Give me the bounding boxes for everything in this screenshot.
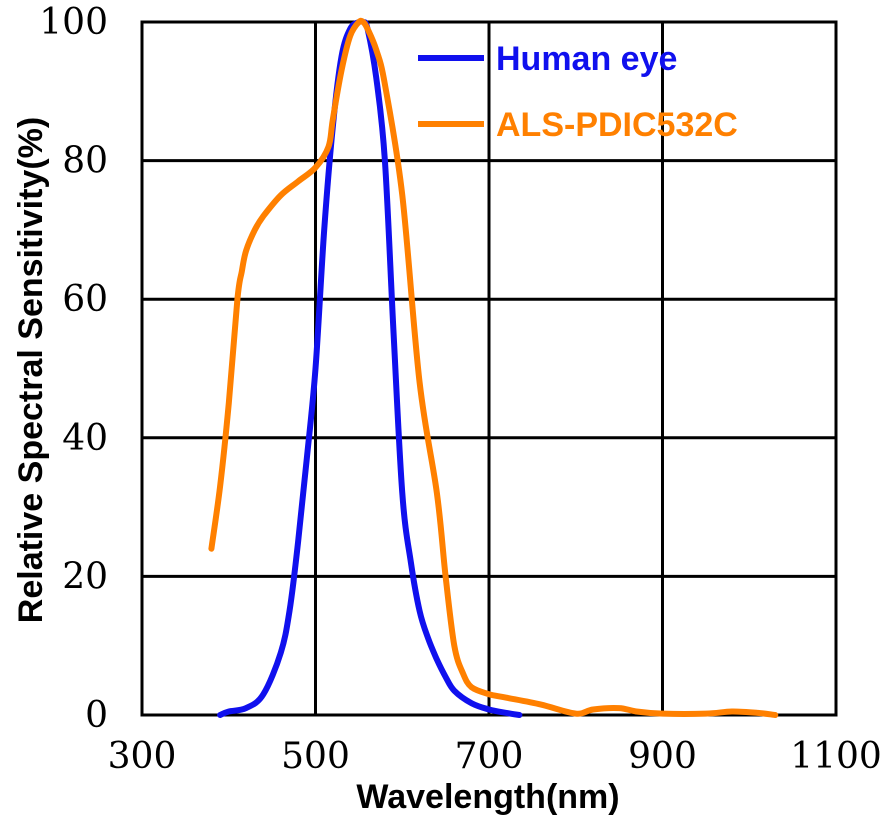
x-tick-label-500: 500 — [281, 736, 350, 777]
legend: Human eye ALS-PDIC532C — [418, 40, 738, 144]
grid-lines — [142, 22, 836, 715]
y-tick-labels: 0 20 40 60 80 100 — [39, 2, 108, 736]
x-axis-title: Wavelength(nm) — [356, 778, 619, 816]
x-tick-label-700: 700 — [455, 736, 524, 777]
x-tick-label-900: 900 — [628, 736, 697, 777]
y-tick-label-40: 40 — [62, 418, 108, 459]
x-tick-labels: 300 500 700 900 1100 — [108, 736, 882, 777]
y-tick-label-80: 80 — [62, 141, 108, 182]
plot-border — [140, 20, 838, 717]
series-line-als-pdic532c — [208, 17, 779, 718]
y-tick-label-60: 60 — [62, 279, 108, 320]
series-layer — [208, 17, 779, 718]
y-tick-label-100: 100 — [39, 2, 108, 43]
x-tick-label-1100: 1100 — [790, 736, 882, 777]
plot-frame — [140, 20, 838, 717]
y-axis-title: Relative Spectral Sensitivity(%) — [12, 117, 50, 623]
y-tick-label-0: 0 — [85, 695, 108, 736]
legend-label-als-pdic532c: ALS-PDIC532C — [496, 106, 738, 144]
legend-label-human-eye: Human eye — [496, 40, 677, 78]
y-tick-label-20: 20 — [62, 556, 108, 597]
x-tick-label-300: 300 — [108, 736, 177, 777]
